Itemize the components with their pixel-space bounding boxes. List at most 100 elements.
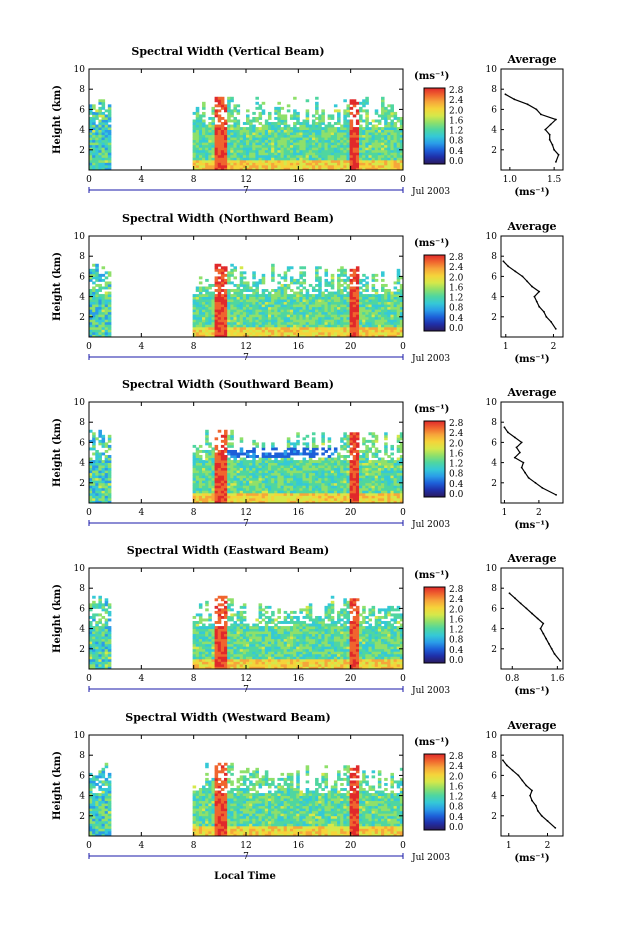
heatmap-cell bbox=[299, 296, 303, 300]
heatmap-cell bbox=[198, 301, 203, 305]
heatmap-cell bbox=[368, 460, 372, 463]
heatmap-cell bbox=[390, 124, 394, 128]
heatmap-cell bbox=[324, 470, 329, 474]
heatmap-cell bbox=[333, 137, 338, 141]
heatmap-cell bbox=[220, 116, 225, 120]
heatmap-cell bbox=[327, 306, 332, 310]
heatmap-cell bbox=[362, 449, 366, 453]
heatmap-cell bbox=[349, 286, 354, 290]
heatmap-cell bbox=[214, 326, 219, 330]
heatmap-cell bbox=[315, 289, 319, 292]
heatmap-cell bbox=[252, 485, 256, 489]
heatmap-cell bbox=[390, 106, 394, 110]
heatmap-cell bbox=[302, 137, 307, 141]
heatmap-cell bbox=[283, 304, 288, 308]
heatmap-cell bbox=[327, 114, 332, 118]
heatmap-cell bbox=[202, 472, 206, 476]
heatmap-cell bbox=[377, 495, 382, 499]
heatmap-cell bbox=[89, 106, 93, 110]
heatmap-cell bbox=[384, 467, 388, 471]
heatmap-cell bbox=[258, 314, 263, 318]
heatmap-cell bbox=[246, 500, 250, 504]
heatmap-cell bbox=[217, 291, 222, 295]
heatmap-cell bbox=[255, 485, 259, 489]
heatmap-cell bbox=[277, 324, 281, 328]
heatmap-cell bbox=[393, 314, 398, 318]
heatmap-cell bbox=[343, 460, 347, 463]
heatmap-cell bbox=[89, 276, 93, 280]
heatmap-cell bbox=[220, 152, 225, 156]
heatmap-cell bbox=[381, 460, 385, 463]
heatmap-cell bbox=[362, 304, 366, 308]
heatmap-cell bbox=[242, 127, 247, 130]
heatmap-cell bbox=[280, 482, 285, 486]
heatmap-cell bbox=[327, 116, 332, 120]
heatmap-cell bbox=[327, 334, 332, 338]
heatmap-cell bbox=[230, 434, 234, 438]
heatmap-cell bbox=[296, 144, 300, 148]
heatmap-cell bbox=[208, 142, 212, 146]
heatmap-cell bbox=[98, 147, 102, 151]
heatmap-cell bbox=[349, 432, 354, 436]
heatmap-cell bbox=[208, 470, 212, 474]
heatmap-cell bbox=[217, 314, 222, 318]
heatmap-cell bbox=[274, 452, 278, 456]
heatmap-cell bbox=[374, 326, 379, 330]
heatmap-cell bbox=[252, 147, 256, 151]
heatmap-cell bbox=[230, 294, 234, 297]
heatmap-cell bbox=[296, 306, 300, 310]
heatmap-cell bbox=[305, 289, 310, 292]
heatmap-cell bbox=[377, 306, 382, 310]
heatmap-cell bbox=[296, 147, 300, 151]
heatmap-cell bbox=[227, 444, 231, 448]
heatmap-cell bbox=[261, 472, 266, 476]
heatmap-cell bbox=[202, 497, 206, 501]
heatmap-cell bbox=[192, 472, 197, 476]
heatmap-cell bbox=[293, 492, 297, 496]
heatmap-cell bbox=[283, 455, 288, 458]
heatmap-cell bbox=[305, 299, 310, 303]
heatmap-cell bbox=[321, 452, 325, 456]
heatmap-cell bbox=[296, 487, 300, 491]
heatmap-cell bbox=[271, 314, 275, 318]
heatmap-cell bbox=[299, 304, 303, 308]
heatmap-cell bbox=[377, 294, 382, 297]
heatmap-cell bbox=[236, 127, 241, 130]
heatmap-cell bbox=[359, 455, 363, 458]
heatmap-cell bbox=[377, 132, 382, 136]
heatmap-cell bbox=[365, 482, 369, 486]
heatmap-cell bbox=[381, 485, 385, 489]
heatmap-cell bbox=[399, 122, 404, 125]
heatmap-cell bbox=[224, 497, 228, 501]
heatmap-cell bbox=[267, 485, 272, 489]
heatmap-cell bbox=[89, 109, 93, 113]
heatmap-cell bbox=[95, 470, 99, 474]
heatmap-cell bbox=[283, 139, 288, 143]
heatmap-cell bbox=[101, 132, 106, 136]
heatmap-cell bbox=[246, 299, 250, 303]
heatmap-cell bbox=[246, 159, 250, 163]
heatmap-cell bbox=[393, 127, 398, 130]
heatmap-cell bbox=[377, 311, 382, 315]
heatmap-cell bbox=[283, 477, 288, 481]
heatmap-cell bbox=[399, 139, 404, 143]
heatmap-cell bbox=[343, 271, 347, 275]
heatmap-cell bbox=[321, 296, 325, 300]
heatmap-cell bbox=[381, 142, 385, 146]
heatmap-cell bbox=[359, 324, 363, 328]
heatmap-cell bbox=[217, 495, 222, 499]
heatmap-cell bbox=[95, 268, 99, 272]
heatmap-cell bbox=[246, 482, 250, 486]
heatmap-cell bbox=[220, 444, 225, 448]
heatmap-cell bbox=[89, 477, 93, 481]
heatmap-cell bbox=[101, 442, 106, 446]
heatmap-cell bbox=[242, 314, 247, 318]
heatmap-cell bbox=[274, 137, 278, 141]
heatmap-cell bbox=[371, 142, 376, 146]
heatmap-cell bbox=[333, 324, 338, 328]
heatmap-cell bbox=[340, 164, 344, 168]
heatmap-cell bbox=[343, 134, 347, 138]
heatmap-cell bbox=[377, 149, 382, 153]
heatmap-cell bbox=[246, 311, 250, 315]
heatmap-cell bbox=[315, 495, 319, 499]
